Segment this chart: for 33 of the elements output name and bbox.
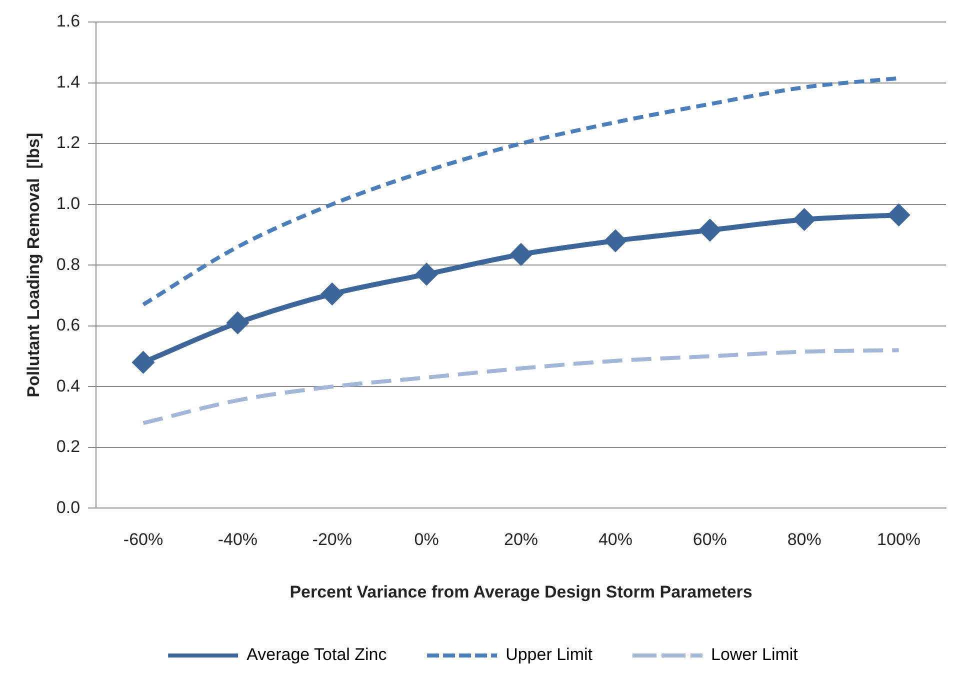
point: [794, 209, 815, 230]
y-tick-label: 0.0: [56, 498, 80, 517]
x-tick-label: -20%: [312, 530, 352, 550]
y-tick-label: 0.8: [56, 254, 80, 274]
legend-label: Average Total Zinc: [246, 645, 388, 664]
point: [510, 244, 532, 265]
point: [322, 283, 343, 304]
point: [132, 352, 154, 373]
point: [416, 264, 438, 285]
y-tick-label: 1.2: [56, 133, 80, 152]
line-series: [141, 348, 901, 426]
y-tick-label: 0.2: [56, 437, 80, 456]
y-tick-label: 0.4: [56, 376, 80, 396]
x-tick-label: 60%: [692, 530, 727, 550]
y-tick-label: 1.4: [56, 72, 80, 92]
x-axis-title: Percent Variance from Average Design Storm Parameters: [290, 582, 752, 602]
point: [604, 230, 626, 252]
x-tick-label: -40%: [218, 530, 258, 550]
x-tick-label: -60%: [123, 530, 164, 550]
point: [227, 312, 248, 334]
x-tick-label: 0%: [414, 530, 439, 550]
x-tick-label: 40%: [598, 530, 632, 550]
y-tick-label: 1.0: [56, 194, 80, 214]
point: [699, 220, 720, 241]
legend-label: Lower Limit: [710, 645, 798, 664]
y-axis-title: Pollutant Loading Removal [lbs]: [24, 132, 43, 398]
legend-label: Upper Limit: [506, 645, 593, 664]
x-tick-label: 100%: [877, 530, 921, 550]
y-tick-label: 0.6: [56, 316, 80, 335]
y-tick-label: 1.6: [56, 12, 80, 31]
x-tick-label: 20%: [504, 530, 538, 550]
x-tick-label: 80%: [787, 530, 822, 550]
point: [888, 204, 910, 226]
